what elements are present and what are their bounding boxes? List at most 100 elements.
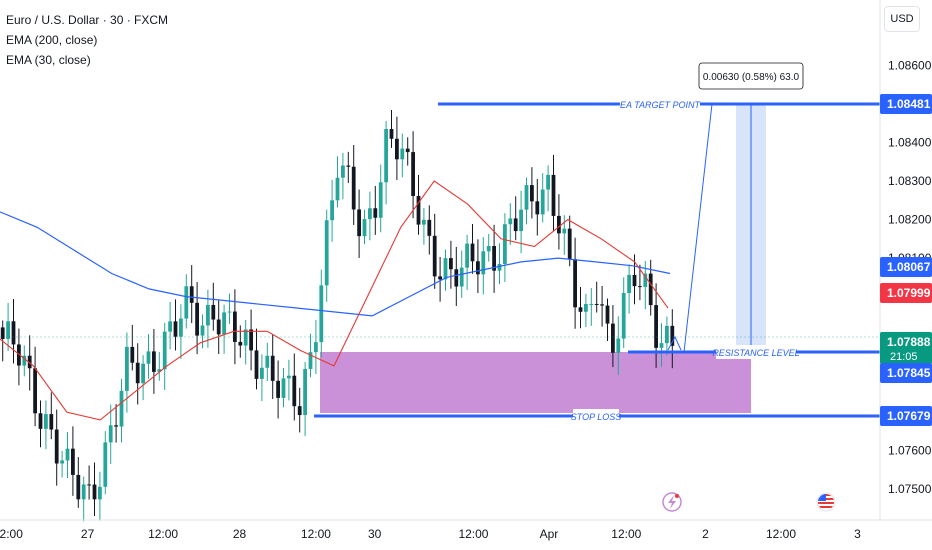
candle-body[interactable] [0, 327, 5, 339]
candle-body[interactable] [341, 165, 345, 178]
candle-body[interactable] [578, 307, 583, 312]
candle-body[interactable] [621, 293, 626, 339]
candle-body[interactable] [157, 369, 162, 372]
candle-body[interactable] [654, 305, 658, 348]
candle-body[interactable] [400, 148, 405, 160]
candle-body[interactable] [292, 375, 297, 407]
candle-body[interactable] [308, 352, 313, 369]
candle-body[interactable] [87, 484, 91, 486]
candle-body[interactable] [497, 264, 502, 271]
candle-body[interactable] [384, 128, 388, 183]
candle-body[interactable] [44, 414, 48, 429]
candle-body[interactable] [270, 355, 275, 381]
candle-body[interactable] [605, 305, 610, 324]
candle-body[interactable] [71, 448, 75, 475]
candle-body[interactable] [281, 378, 286, 398]
candle-body[interactable] [54, 429, 59, 464]
candle-body[interactable] [492, 245, 496, 271]
candle-body[interactable] [643, 273, 648, 287]
candle-body[interactable] [114, 425, 118, 427]
candle-body[interactable] [227, 311, 232, 313]
candle-body[interactable] [108, 425, 113, 443]
candle-body[interactable] [135, 362, 140, 384]
candle-body[interactable] [238, 341, 243, 346]
candle-body[interactable] [443, 258, 448, 280]
candle-body[interactable] [33, 368, 37, 414]
candle-body[interactable] [530, 185, 534, 202]
candle-body[interactable] [470, 243, 475, 262]
currency-button[interactable]: USD [884, 6, 920, 32]
candle-body[interactable] [670, 325, 675, 346]
candle-body[interactable] [486, 245, 491, 252]
candle-body[interactable] [276, 380, 280, 398]
candle-body[interactable] [17, 344, 21, 366]
candle-body[interactable] [503, 224, 507, 265]
candle-body[interactable] [459, 267, 464, 287]
candle-body[interactable] [373, 208, 378, 218]
candle-body[interactable] [611, 323, 615, 353]
candle-body[interactable] [335, 177, 340, 201]
candle-body[interactable] [330, 200, 334, 221]
candle-body[interactable] [260, 367, 264, 379]
candle-body[interactable] [389, 128, 394, 139]
candle-body[interactable] [508, 218, 513, 225]
candle-body[interactable] [546, 174, 550, 190]
candle-body[interactable] [535, 201, 540, 215]
candle-body[interactable] [200, 325, 205, 336]
candle-body[interactable] [368, 208, 372, 220]
candle-body[interactable] [141, 363, 145, 384]
ema30-legend[interactable]: EMA (30, close) [6, 53, 91, 67]
candle-body[interactable] [152, 351, 156, 372]
candle-body[interactable] [303, 368, 307, 416]
candle-body[interactable] [168, 321, 172, 332]
candle-body[interactable] [76, 474, 81, 500]
candle-body[interactable] [195, 302, 199, 336]
candle-body[interactable] [98, 486, 102, 500]
candle-body[interactable] [395, 138, 399, 160]
candle-body[interactable] [233, 311, 237, 342]
candle-body[interactable] [179, 318, 183, 337]
candle-body[interactable] [22, 355, 27, 366]
candle-body[interactable] [449, 258, 453, 270]
candle-body[interactable] [638, 286, 642, 288]
candle-body[interactable] [346, 165, 351, 167]
candle-body[interactable] [324, 220, 329, 286]
candle-body[interactable] [146, 351, 151, 364]
candle-body[interactable] [206, 304, 210, 326]
candle-body[interactable] [125, 346, 129, 391]
candle-body[interactable] [319, 285, 324, 343]
symbol-title[interactable]: Euro / U.S. Dollar · 30 · FXCM [6, 13, 169, 27]
candle-body[interactable] [432, 235, 437, 277]
candle-body[interactable] [173, 321, 178, 337]
candle-body[interactable] [189, 286, 194, 303]
candle-body[interactable] [297, 406, 302, 416]
candle-body[interactable] [378, 182, 383, 218]
candle-body[interactable] [362, 219, 367, 237]
candle-body[interactable] [314, 342, 318, 353]
candle-body[interactable] [6, 321, 10, 339]
candle-body[interactable] [427, 219, 432, 236]
candle-body[interactable] [216, 319, 221, 335]
candle-body[interactable] [659, 343, 664, 348]
candle-body[interactable] [632, 274, 637, 287]
candle-body[interactable] [648, 273, 653, 306]
candle-body[interactable] [65, 448, 70, 461]
candle-body[interactable] [27, 355, 32, 369]
ema200-legend[interactable]: EMA (200, close) [6, 33, 98, 47]
candle-body[interactable] [584, 303, 588, 312]
candle-body[interactable] [616, 338, 621, 353]
us-flag-event-icon[interactable] [816, 492, 836, 512]
candle-body[interactable] [49, 414, 54, 430]
candle-body[interactable] [243, 329, 248, 346]
candle-body[interactable] [351, 166, 356, 210]
candle-body[interactable] [557, 215, 561, 234]
candle-body[interactable] [405, 148, 410, 153]
candle-body[interactable] [562, 228, 567, 234]
candle-body[interactable] [589, 303, 594, 305]
candle-body[interactable] [162, 331, 167, 370]
candle-body[interactable] [416, 195, 421, 225]
candle-body[interactable] [357, 209, 361, 237]
candle-body[interactable] [184, 286, 189, 319]
candle-body[interactable] [438, 276, 442, 280]
candle-body[interactable] [454, 269, 459, 287]
